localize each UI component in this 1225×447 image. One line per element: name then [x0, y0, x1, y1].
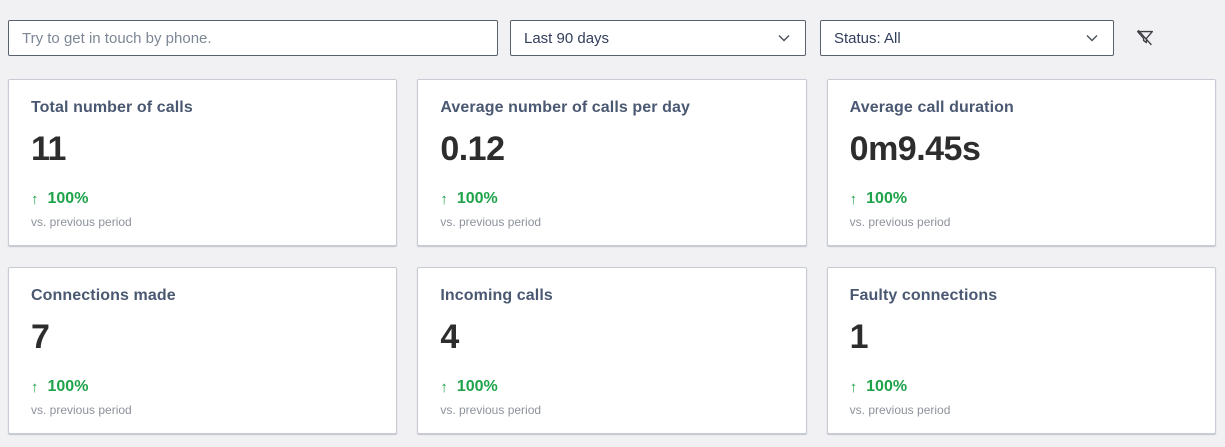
change-percent: 100%: [47, 378, 89, 395]
card-change: ↑ 100%: [850, 190, 1193, 208]
filters-bar: Last 90 days Status: All: [0, 0, 1225, 56]
card-change: ↑ 100%: [440, 378, 783, 396]
comparison-label: vs. previous period: [440, 403, 542, 417]
card-change: ↑ 100%: [440, 190, 783, 208]
card-title: Average call duration: [849, 99, 1014, 116]
chevron-down-icon: [1084, 30, 1100, 46]
filter-off-icon: [1134, 27, 1156, 49]
chevron-down-icon: [776, 30, 792, 46]
stat-card-avg-call-duration: Average call duration 0m9.45s ↑ 100% vs.…: [826, 79, 1216, 246]
stat-card-incoming-calls: Incoming calls 4 ↑ 100% vs. previous per…: [417, 267, 807, 434]
change-percent: 100%: [456, 190, 498, 207]
card-change: ↑ 100%: [850, 378, 1193, 396]
date-range-dropdown[interactable]: Last 90 days: [510, 20, 806, 56]
arrow-up-icon: ↑: [849, 190, 858, 208]
arrow-up-icon: ↑: [440, 190, 448, 208]
card-value: 0m9.45s: [849, 130, 981, 168]
card-change: ↑ 100%: [31, 378, 374, 396]
stat-card-faulty-connections: Faulty connections 1 ↑ 100% vs. previous…: [826, 267, 1216, 434]
status-value: Status: All: [834, 29, 901, 47]
arrow-up-icon: ↑: [849, 378, 858, 396]
status-dropdown[interactable]: Status: All: [820, 20, 1114, 56]
card-value: 0.12: [440, 130, 505, 168]
comparison-label: vs. previous period: [849, 403, 951, 417]
comparison-label: vs. previous period: [440, 215, 542, 229]
change-percent: 100%: [866, 190, 908, 207]
card-title: Total number of calls: [31, 99, 193, 116]
change-percent: 100%: [47, 190, 89, 207]
card-value: 7: [31, 318, 50, 356]
date-range-value: Last 90 days: [524, 29, 610, 47]
change-percent: 100%: [866, 378, 908, 395]
stats-grid: Total number of calls 11 ↑ 100% vs. prev…: [8, 79, 1216, 434]
card-change: ↑ 100%: [31, 190, 374, 208]
card-value: 1: [849, 318, 869, 356]
card-title: Faulty connections: [849, 287, 998, 304]
clear-filters-button[interactable]: [1131, 24, 1159, 52]
card-title: Incoming calls: [440, 287, 553, 304]
arrow-up-icon: ↑: [440, 378, 448, 396]
card-value: 11: [31, 130, 66, 168]
change-percent: 100%: [456, 378, 498, 395]
card-title: Connections made: [31, 287, 176, 304]
search-input[interactable]: [8, 20, 498, 56]
arrow-up-icon: ↑: [31, 190, 39, 208]
stat-card-total-calls: Total number of calls 11 ↑ 100% vs. prev…: [8, 79, 398, 246]
stat-card-connections-made: Connections made 7 ↑ 100% vs. previous p…: [8, 267, 398, 434]
comparison-label: vs. previous period: [849, 215, 951, 229]
stat-card-avg-calls-per-day: Average number of calls per day 0.12 ↑ 1…: [417, 79, 807, 246]
comparison-label: vs. previous period: [31, 403, 132, 417]
arrow-up-icon: ↑: [31, 378, 39, 396]
card-title: Average number of calls per day: [440, 99, 691, 116]
comparison-label: vs. previous period: [31, 215, 132, 229]
card-value: 4: [440, 318, 459, 356]
